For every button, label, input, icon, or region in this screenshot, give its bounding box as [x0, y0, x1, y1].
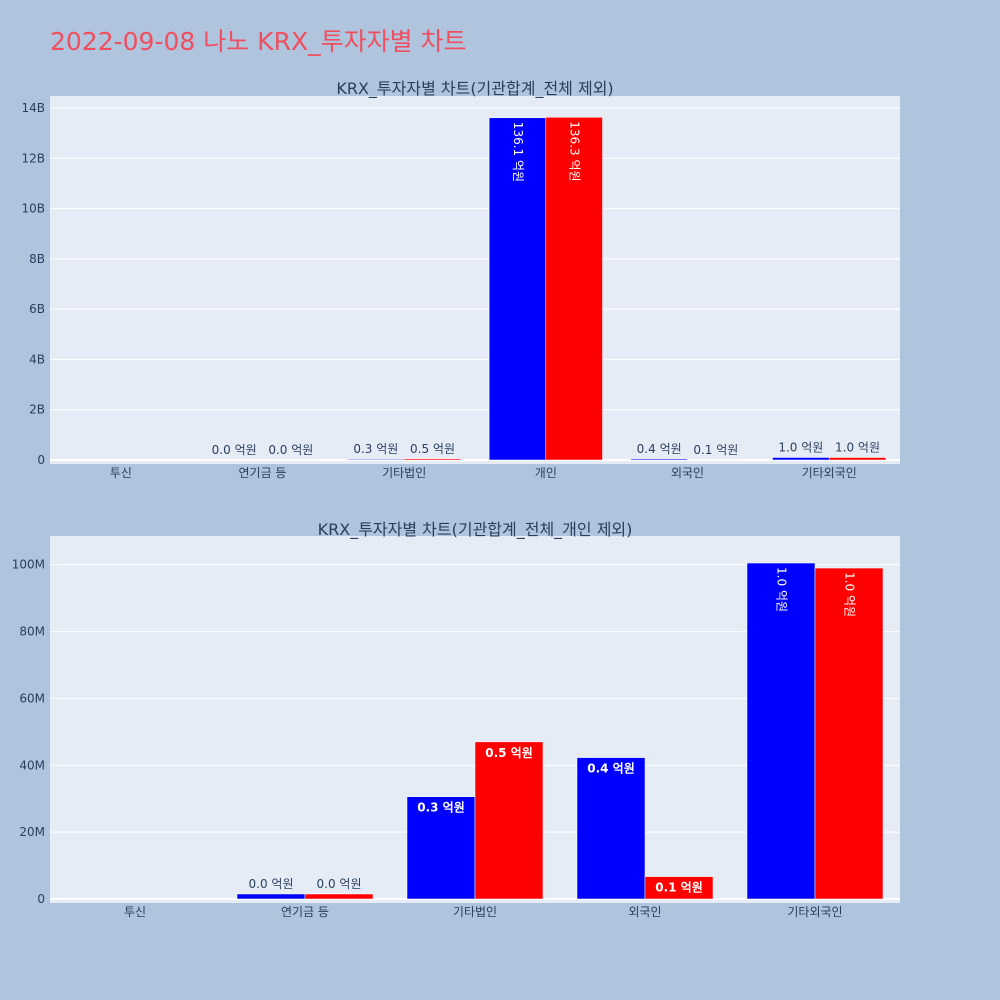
- bar-data-label: 0.0 억원: [317, 877, 362, 891]
- chart-title: KRX_투자자별 차트(기관합계_전체 제외): [336, 79, 613, 99]
- bar: [488, 117, 547, 461]
- bar-data-label: 0.0 억원: [268, 443, 313, 457]
- x-tick-label: 기타법인: [382, 466, 426, 480]
- y-tick-label: 100M: [12, 558, 45, 572]
- y-tick-label: 60M: [19, 691, 45, 705]
- bar: [474, 741, 544, 900]
- bar: [772, 457, 830, 461]
- y-tick-label: 2B: [29, 403, 45, 417]
- y-tick-label: 80M: [19, 625, 45, 639]
- bar: [236, 893, 306, 900]
- y-tick-label: 40M: [19, 758, 45, 772]
- bar-data-label: 0.1 억원: [655, 881, 703, 895]
- bar-data-label: 1.0 억원: [775, 567, 789, 612]
- x-tick-label: 투신: [124, 905, 146, 919]
- y-tick-label: 6B: [29, 302, 45, 316]
- chart-1: 0 2B 4B 6B 8B 10B 12B 14B KRX_투자자별 차트(기관합계_전체 제외…: [21, 79, 900, 480]
- y-tick-label: 8B: [29, 252, 45, 266]
- x-tick-label: 연기금 등: [239, 466, 287, 480]
- x-tick-label: 외국인: [671, 466, 704, 480]
- bar: [814, 567, 884, 900]
- x-tick-label: 연기금 등: [281, 905, 329, 919]
- y-tick-label: 0: [37, 453, 45, 467]
- bar-data-label: 1.0 억원: [778, 440, 823, 454]
- plot-area: [50, 96, 900, 464]
- y-tick-label: 0: [37, 892, 45, 906]
- bar-data-label: 1.0 억원: [835, 441, 880, 455]
- chart-2: 0 20M 40M 60M 80M 100M KRX_투자자별 차트(기관합계_전체_개인 …: [12, 520, 900, 919]
- bar: [406, 796, 476, 900]
- chart-title: KRX_투자자별 차트(기관합계_전체_개인 제외): [318, 520, 633, 540]
- bar-data-label: 0.3 억원: [417, 801, 465, 815]
- y-tick-label: 10B: [21, 202, 45, 216]
- x-tick-label: 개인: [535, 466, 557, 480]
- x-tick-label: 기타외국인: [802, 466, 857, 480]
- bar: [545, 117, 603, 461]
- bar-data-label: 0.1 억원: [693, 443, 738, 457]
- bar-data-label: 0.3 억원: [353, 442, 398, 456]
- bar: [630, 458, 688, 461]
- y-tick-label: 4B: [29, 352, 45, 366]
- y-tick-label: 20M: [19, 825, 45, 839]
- bar: [746, 562, 816, 900]
- bar: [347, 458, 405, 461]
- bar-data-label: 0.4 억원: [587, 762, 635, 776]
- x-tick-label: 외국인: [628, 905, 661, 919]
- bar: [304, 893, 374, 900]
- bar-data-label: 0.5 억원: [485, 746, 533, 760]
- page-title: 2022-09-08 나노 KRX_투자자별 차트: [50, 27, 467, 56]
- bar-data-label: 0.0 억원: [212, 443, 257, 457]
- x-tick-label: 기타외국인: [787, 905, 842, 919]
- bar: [644, 876, 714, 900]
- bar: [828, 457, 887, 461]
- x-tick-label: 기타법인: [453, 905, 497, 919]
- y-tick-label: 14B: [21, 101, 45, 115]
- bar-data-label: 136.3 억원: [568, 121, 582, 181]
- bar-data-label: 0.5 억원: [410, 442, 455, 456]
- bar: [403, 458, 462, 461]
- bar-data-label: 1.0 억원: [843, 572, 857, 617]
- y-tick-label: 12B: [21, 151, 45, 165]
- bar-data-label: 0.4 억원: [637, 442, 682, 456]
- bar-data-label: 136.1 억원: [511, 122, 525, 182]
- bar-data-label: 0.0 억원: [249, 877, 294, 891]
- x-tick-label: 투신: [110, 466, 132, 480]
- bar: [576, 757, 646, 900]
